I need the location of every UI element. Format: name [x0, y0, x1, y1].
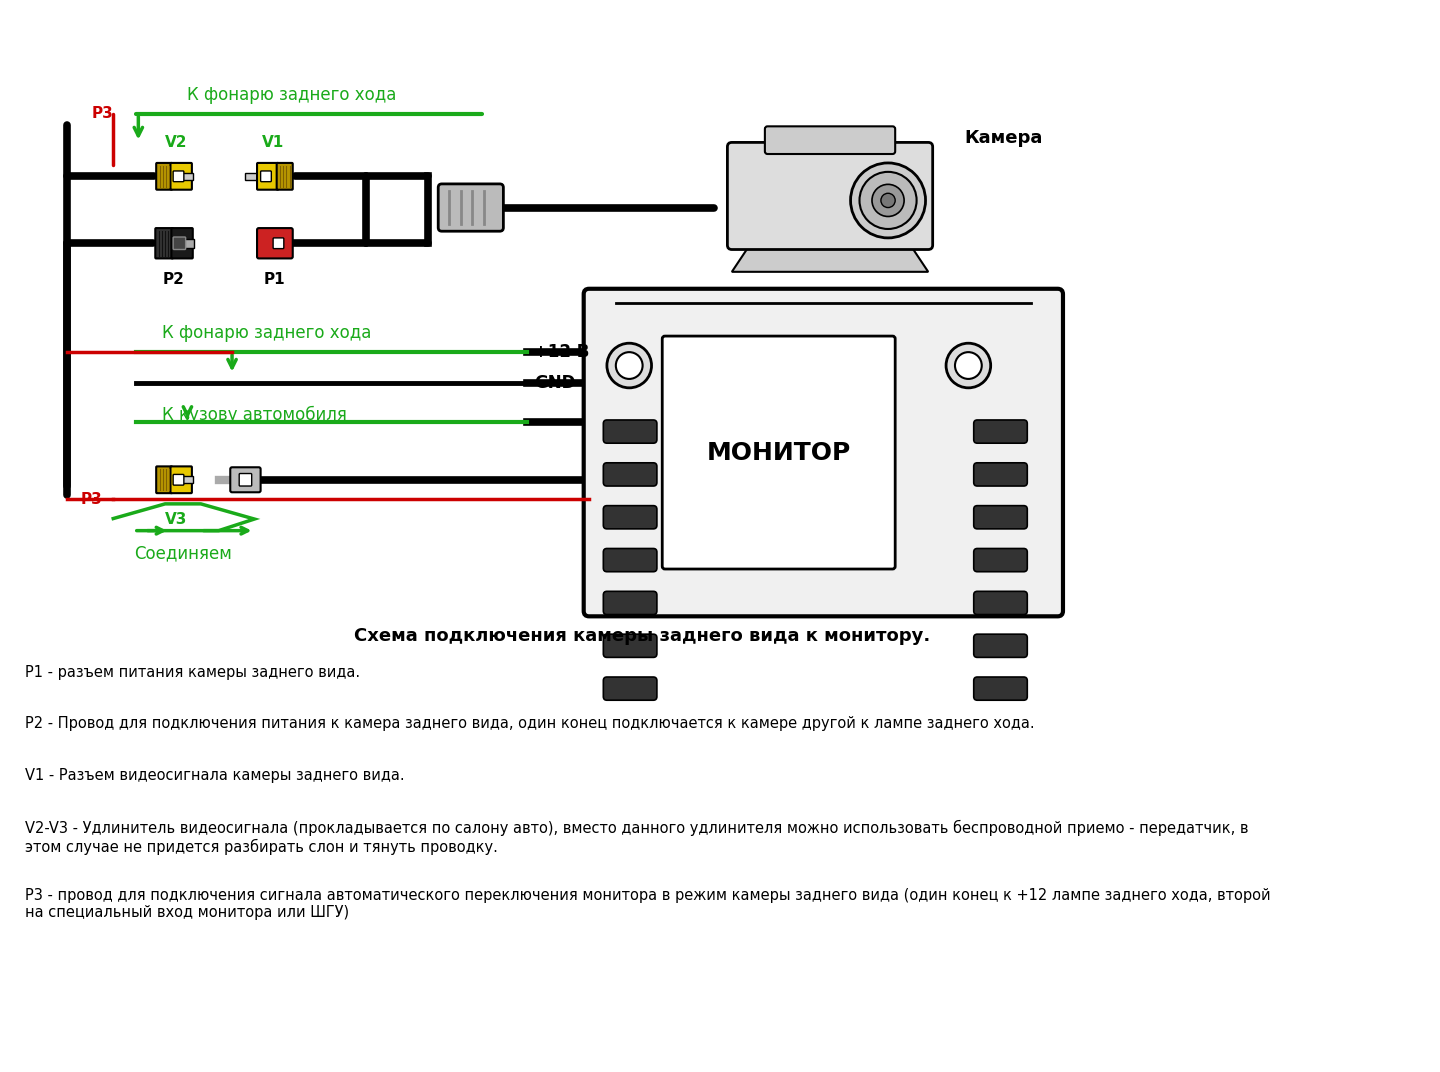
Text: V1: V1 [262, 135, 284, 150]
Text: GND: GND [534, 374, 575, 392]
FancyBboxPatch shape [973, 420, 1027, 443]
FancyBboxPatch shape [173, 475, 184, 486]
FancyBboxPatch shape [170, 163, 192, 190]
Text: К кузову автомобиля: К кузову автомобиля [163, 405, 347, 423]
FancyBboxPatch shape [973, 506, 1027, 528]
FancyBboxPatch shape [258, 228, 292, 258]
Text: V1 - Разъем видеосигнала камеры заднего вида.: V1 - Разъем видеосигнала камеры заднего … [24, 768, 405, 783]
FancyBboxPatch shape [156, 466, 173, 493]
FancyBboxPatch shape [274, 238, 284, 249]
Text: К фонарю заднего хода: К фонарю заднего хода [163, 324, 372, 342]
Bar [177, 173, 193, 180]
FancyBboxPatch shape [230, 467, 261, 492]
FancyBboxPatch shape [438, 184, 504, 232]
FancyBboxPatch shape [973, 463, 1027, 486]
FancyBboxPatch shape [973, 592, 1027, 614]
Text: V2-V3 - Удлинитель видеосигнала (прокладывается по салону авто), вместо данного : V2-V3 - Удлинитель видеосигнала (проклад… [24, 820, 1248, 854]
Polygon shape [732, 245, 929, 272]
FancyBboxPatch shape [727, 143, 933, 250]
Circle shape [955, 352, 982, 378]
Text: Соединяем: Соединяем [134, 544, 232, 562]
FancyBboxPatch shape [603, 592, 657, 614]
Text: К фонарю заднего хода: К фонарю заднего хода [187, 86, 397, 104]
FancyBboxPatch shape [603, 549, 657, 571]
FancyBboxPatch shape [583, 288, 1063, 616]
FancyBboxPatch shape [258, 163, 278, 190]
Circle shape [860, 172, 917, 229]
FancyBboxPatch shape [973, 635, 1027, 657]
FancyBboxPatch shape [261, 170, 271, 181]
Circle shape [616, 352, 642, 378]
FancyBboxPatch shape [171, 228, 193, 258]
FancyBboxPatch shape [603, 463, 657, 486]
Bar [177, 476, 193, 483]
FancyBboxPatch shape [156, 163, 173, 190]
FancyBboxPatch shape [156, 228, 173, 258]
FancyBboxPatch shape [173, 237, 186, 250]
FancyBboxPatch shape [603, 678, 657, 700]
Bar [245, 173, 262, 180]
Circle shape [881, 193, 896, 208]
FancyBboxPatch shape [765, 126, 896, 154]
FancyBboxPatch shape [973, 678, 1027, 700]
FancyBboxPatch shape [276, 163, 292, 190]
Circle shape [851, 163, 926, 238]
Text: Камера: Камера [963, 129, 1043, 147]
FancyBboxPatch shape [603, 506, 657, 528]
FancyBboxPatch shape [973, 549, 1027, 571]
Text: V2: V2 [164, 135, 187, 150]
Text: +12 В: +12 В [534, 343, 589, 361]
FancyBboxPatch shape [170, 466, 192, 493]
Circle shape [946, 343, 991, 388]
Text: P3: P3 [92, 106, 114, 121]
Text: P1 - разъем питания камеры заднего вида.: P1 - разъем питания камеры заднего вида. [24, 665, 360, 680]
Text: МОНИТОР: МОНИТОР [707, 441, 851, 464]
Text: Схема подключения камеры заднего вида к монитору.: Схема подключения камеры заднего вида к … [354, 627, 930, 645]
FancyBboxPatch shape [239, 474, 252, 486]
FancyBboxPatch shape [603, 635, 657, 657]
Circle shape [873, 184, 904, 217]
FancyBboxPatch shape [173, 170, 184, 181]
Circle shape [606, 343, 651, 388]
Text: Р3 - провод для подключения сигнала автоматического переключения монитора в режи: Р3 - провод для подключения сигнала авто… [24, 888, 1270, 920]
Bar [176, 239, 193, 248]
Text: P1: P1 [264, 272, 285, 287]
FancyBboxPatch shape [603, 420, 657, 443]
FancyBboxPatch shape [662, 337, 896, 569]
Text: P2 - Провод для подключения питания к камера заднего вида, один конец подключает: P2 - Провод для подключения питания к ка… [24, 716, 1034, 731]
Text: P3: P3 [81, 492, 102, 507]
Text: P2: P2 [163, 272, 184, 287]
Text: V3: V3 [164, 512, 187, 527]
